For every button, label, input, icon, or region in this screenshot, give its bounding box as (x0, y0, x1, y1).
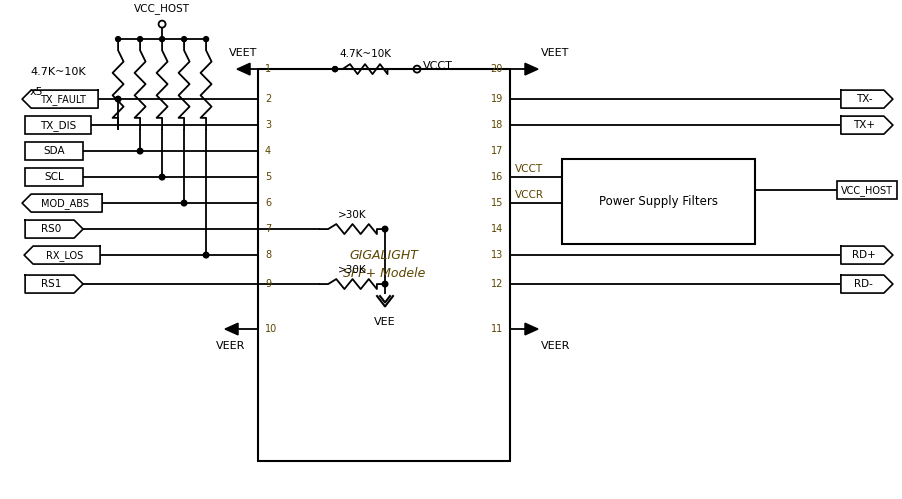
Circle shape (181, 36, 187, 41)
Text: 4: 4 (265, 146, 272, 156)
Text: SCL: SCL (44, 172, 64, 182)
Text: TX_DIS: TX_DIS (40, 120, 77, 131)
Text: x5: x5 (30, 87, 43, 97)
Circle shape (160, 36, 164, 41)
Text: 18: 18 (491, 120, 503, 130)
Bar (562, 159, 755, 244)
Polygon shape (24, 246, 100, 264)
Circle shape (115, 96, 121, 102)
Circle shape (137, 148, 143, 154)
Text: 13: 13 (491, 250, 503, 260)
Bar (258, 69, 510, 461)
Circle shape (333, 66, 337, 72)
Text: 1: 1 (265, 64, 272, 74)
Text: 15: 15 (491, 198, 503, 208)
Polygon shape (841, 90, 893, 108)
Text: 20: 20 (491, 64, 503, 74)
Circle shape (138, 36, 143, 41)
Text: Power Supply Filters: Power Supply Filters (599, 195, 718, 208)
Text: RD-: RD- (854, 279, 873, 289)
Text: >30K: >30K (338, 265, 367, 275)
Bar (837, 181, 897, 199)
Text: RS1: RS1 (41, 279, 61, 289)
Text: 3: 3 (265, 120, 272, 130)
Text: RX_LOS: RX_LOS (47, 250, 84, 260)
Text: 16: 16 (491, 172, 503, 182)
Text: 5: 5 (265, 172, 272, 182)
Circle shape (382, 226, 388, 232)
Text: VEE: VEE (374, 317, 396, 327)
Text: MOD_ABS: MOD_ABS (41, 198, 89, 209)
Text: SFP+ Modele: SFP+ Modele (343, 266, 425, 279)
Circle shape (204, 36, 208, 41)
Text: VEET: VEET (229, 48, 257, 58)
Circle shape (181, 200, 187, 206)
Polygon shape (23, 194, 102, 212)
Polygon shape (226, 323, 238, 335)
Text: 8: 8 (265, 250, 272, 260)
Polygon shape (841, 116, 893, 134)
Text: TX-: TX- (856, 94, 872, 104)
Text: 6: 6 (265, 198, 272, 208)
Text: 17: 17 (491, 146, 503, 156)
Text: TX+: TX+ (853, 120, 875, 130)
Polygon shape (841, 275, 893, 293)
Text: VEER: VEER (216, 341, 245, 351)
Text: GIGALIGHT: GIGALIGHT (350, 249, 419, 261)
Circle shape (160, 174, 165, 180)
Bar (25, 142, 83, 160)
Text: RS0: RS0 (41, 224, 61, 234)
Text: 4.7K~10K: 4.7K~10K (30, 67, 86, 77)
Bar (25, 116, 91, 134)
Text: SDA: SDA (43, 146, 65, 156)
Polygon shape (23, 90, 98, 108)
Circle shape (333, 66, 337, 72)
Text: 14: 14 (491, 224, 503, 234)
Text: VEET: VEET (541, 48, 569, 58)
Text: VEER: VEER (541, 341, 570, 351)
Text: 12: 12 (491, 279, 503, 289)
Polygon shape (525, 63, 538, 75)
Text: VCC_HOST: VCC_HOST (134, 3, 190, 14)
Polygon shape (237, 63, 250, 75)
Text: VCCT: VCCT (515, 164, 543, 174)
Circle shape (115, 36, 121, 41)
Bar (25, 168, 83, 186)
Text: 4.7K~10K: 4.7K~10K (339, 49, 391, 59)
Text: 9: 9 (265, 279, 272, 289)
Text: 2: 2 (265, 94, 272, 104)
Polygon shape (525, 323, 538, 335)
Text: 7: 7 (265, 224, 272, 234)
Polygon shape (25, 220, 83, 238)
Text: >30K: >30K (338, 210, 367, 220)
Text: RD+: RD+ (852, 250, 876, 260)
Text: TX_FAULT: TX_FAULT (41, 94, 86, 105)
Circle shape (203, 252, 209, 258)
Circle shape (382, 281, 388, 287)
Polygon shape (25, 275, 83, 293)
Text: 11: 11 (491, 324, 503, 334)
Text: VCCT: VCCT (423, 61, 453, 71)
Text: 10: 10 (265, 324, 277, 334)
Text: VCCR: VCCR (515, 190, 544, 200)
Text: VCC_HOST: VCC_HOST (841, 185, 893, 196)
Polygon shape (841, 246, 893, 264)
Text: 19: 19 (491, 94, 503, 104)
